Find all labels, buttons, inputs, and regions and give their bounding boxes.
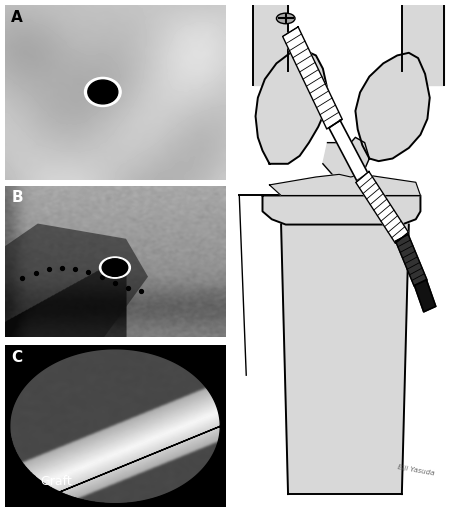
Text: A: A <box>11 10 23 26</box>
Polygon shape <box>263 196 420 224</box>
Polygon shape <box>5 224 148 337</box>
Polygon shape <box>414 280 436 312</box>
Ellipse shape <box>276 13 295 24</box>
Polygon shape <box>255 50 328 164</box>
Polygon shape <box>356 172 409 243</box>
Polygon shape <box>269 174 420 196</box>
Polygon shape <box>402 5 444 85</box>
Polygon shape <box>281 224 409 494</box>
Circle shape <box>84 77 121 107</box>
Polygon shape <box>323 138 369 185</box>
Polygon shape <box>356 53 430 161</box>
Circle shape <box>102 259 128 276</box>
Circle shape <box>88 80 118 104</box>
Polygon shape <box>283 27 342 129</box>
Text: Eiji Yasuda: Eiji Yasuda <box>397 464 435 476</box>
Text: Graft: Graft <box>40 475 72 488</box>
Circle shape <box>100 257 130 278</box>
Polygon shape <box>329 120 368 181</box>
Text: B: B <box>11 190 23 205</box>
Polygon shape <box>253 5 288 85</box>
Text: C: C <box>11 350 22 365</box>
Polygon shape <box>0 329 247 523</box>
Polygon shape <box>395 234 427 286</box>
